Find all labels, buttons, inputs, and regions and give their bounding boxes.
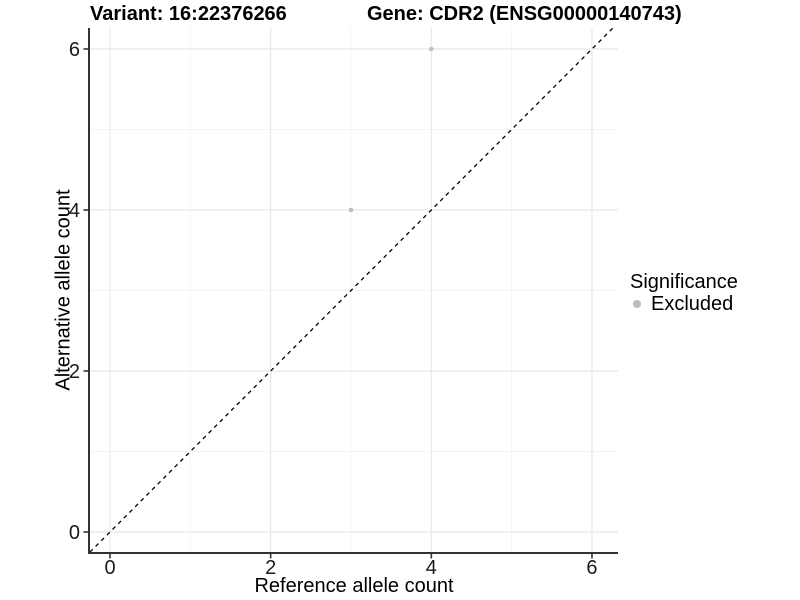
y-tick-label: 4: [69, 200, 80, 222]
y-tick-label: 2: [69, 361, 80, 383]
x-axis-title: Reference allele count: [254, 575, 454, 597]
plot-title-variant: Variant: 16:22376266: [90, 3, 287, 25]
data-point: [429, 46, 434, 52]
y-tick-label: 6: [69, 39, 80, 61]
y-tick-label: 0: [69, 522, 80, 544]
legend-key-dot-icon: [633, 300, 641, 308]
y-axis-title: Alternative allele count: [52, 189, 75, 391]
legend: Significance Excluded: [630, 271, 738, 315]
plot-title-gene: Gene: CDR2 (ENSG00000140743): [367, 3, 682, 25]
x-tick-label: 2: [265, 557, 276, 579]
x-tick-label: 6: [586, 557, 597, 579]
x-tick-label: 0: [104, 557, 115, 579]
data-point: [348, 207, 354, 213]
legend-title: Significance: [630, 271, 738, 293]
legend-item-excluded: Excluded: [630, 293, 738, 315]
identity-line: [89, 26, 615, 553]
x-tick-label: 4: [426, 557, 437, 579]
legend-item-label: Excluded: [651, 292, 734, 315]
